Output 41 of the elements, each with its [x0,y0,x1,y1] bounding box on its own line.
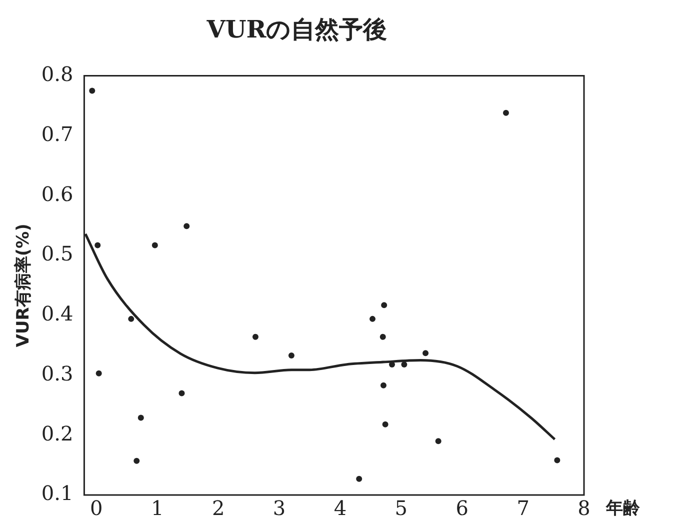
y-tick-label: 0.2 [41,421,74,446]
point [128,316,134,322]
point [96,370,102,376]
point [435,438,442,444]
point [288,352,294,358]
point [382,421,388,428]
x-tick-label: 7 [516,496,530,520]
point [134,458,140,464]
x-tick-label: 2 [212,496,225,520]
point [381,302,388,308]
x-tick-label: 4 [334,496,347,520]
y-tick-label: 0.3 [41,361,74,386]
x-tick-label: 1 [150,496,164,520]
y-tick-label: 0.1 [41,481,74,506]
point [356,476,362,482]
point [380,334,386,340]
point [89,88,96,94]
y-axis-title: VUR有病率(%) [14,224,34,348]
chart-title: VURの自然予後 [206,14,388,44]
point [554,457,560,464]
y-tick-label: 0.6 [41,182,74,206]
point [94,242,101,248]
point [178,390,185,396]
point [502,110,509,116]
point [184,223,190,230]
x-tick-label: 6 [456,496,468,520]
y-tick-label: 0.5 [41,242,74,266]
point [152,242,158,248]
point [138,414,144,421]
point [252,334,258,340]
x-tick-label: 8 [578,496,590,520]
point [422,350,429,356]
x-tick-label: 5 [394,496,408,520]
x-tick-label: 0 [90,496,103,520]
point [380,382,386,388]
y-tick-label: 0.8 [41,62,74,86]
y-tick-label: 0.4 [41,302,74,326]
x-tick-label: 3 [272,496,286,520]
y-tick-label: 0.7 [41,122,74,146]
point [370,316,376,322]
x-axis-title: 年齢 [605,498,641,518]
